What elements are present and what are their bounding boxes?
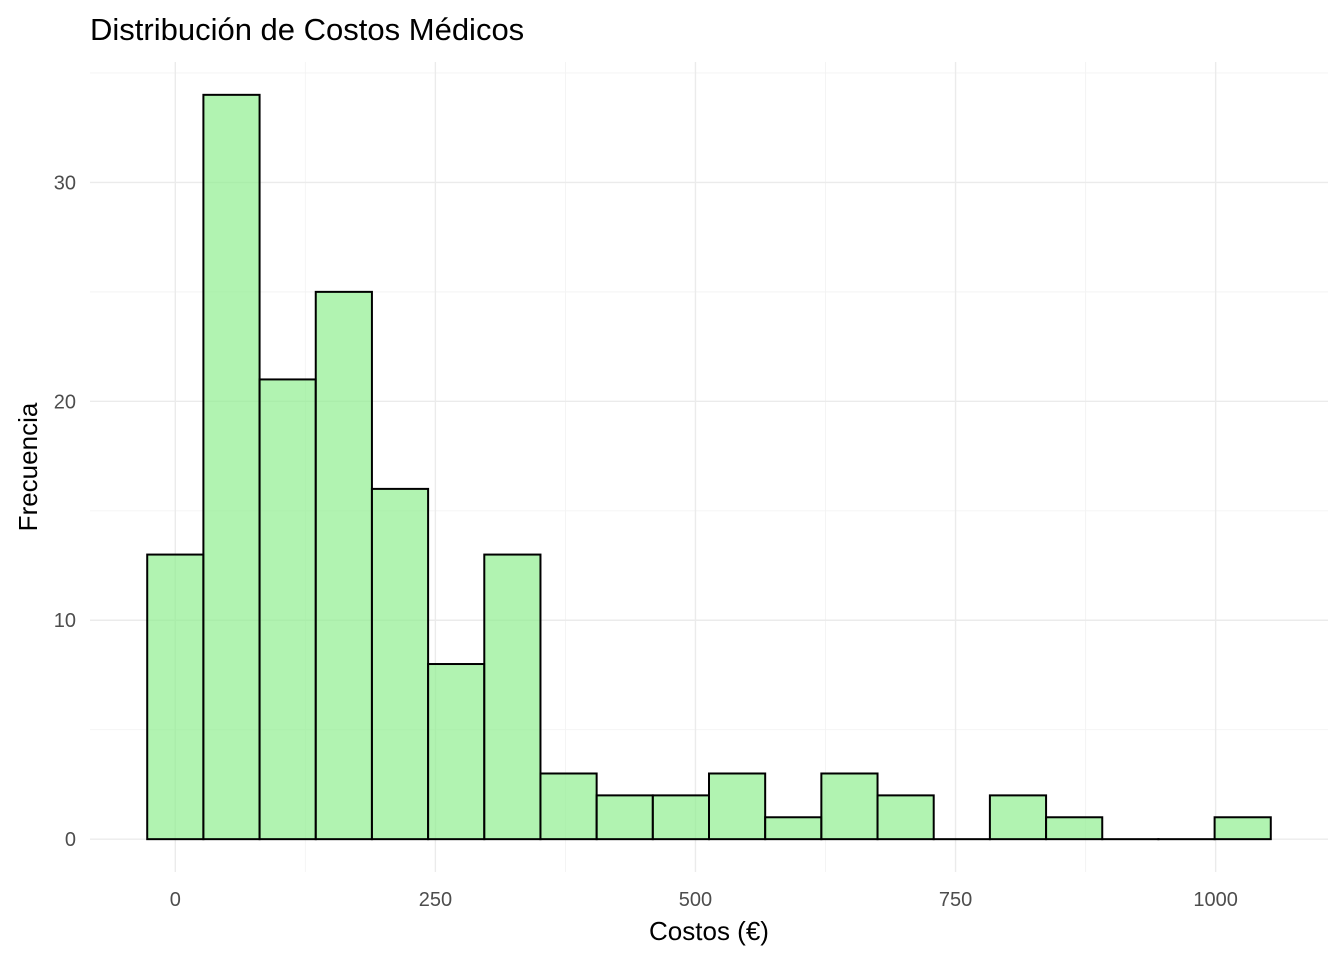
histogram-bar — [651, 794, 710, 841]
histogram-bar — [820, 772, 879, 841]
y-tick-label: 10 — [54, 610, 76, 632]
chart-title: Distribución de Costos Médicos — [90, 12, 524, 47]
x-axis-title: Costos (€) — [649, 916, 769, 946]
histogram-bar — [146, 553, 205, 841]
y-tick-label: 30 — [54, 172, 76, 194]
histogram-bar — [876, 794, 935, 841]
histogram-bar — [258, 378, 317, 841]
y-tick-label: 0 — [65, 829, 76, 851]
histogram-bar — [1213, 816, 1272, 841]
x-tick-label: 500 — [679, 889, 712, 911]
y-tick-label: 20 — [54, 391, 76, 413]
histogram-bars — [146, 93, 1272, 841]
x-axis-tick-labels: 0 250 500 750 1000 — [170, 889, 1238, 911]
x-tick-label: 1000 — [1193, 889, 1238, 911]
y-axis-tick-labels: 0 10 20 30 — [54, 172, 76, 851]
x-tick-label: 0 — [170, 889, 181, 911]
histogram-bar — [202, 93, 261, 841]
x-tick-label: 750 — [939, 889, 972, 911]
histogram-bar — [370, 487, 430, 841]
histogram-bar — [539, 772, 598, 841]
y-axis-title: Frecuencia — [13, 402, 43, 531]
histogram-bar — [483, 553, 542, 841]
histogram-bar — [1045, 816, 1104, 841]
histogram-bar — [314, 290, 373, 841]
histogram-bar — [988, 794, 1048, 841]
x-tick-label: 250 — [419, 889, 452, 911]
histogram-bar — [427, 663, 486, 841]
histogram-bar — [595, 794, 654, 841]
histogram-bar — [764, 816, 823, 841]
histogram-bar — [708, 772, 767, 841]
